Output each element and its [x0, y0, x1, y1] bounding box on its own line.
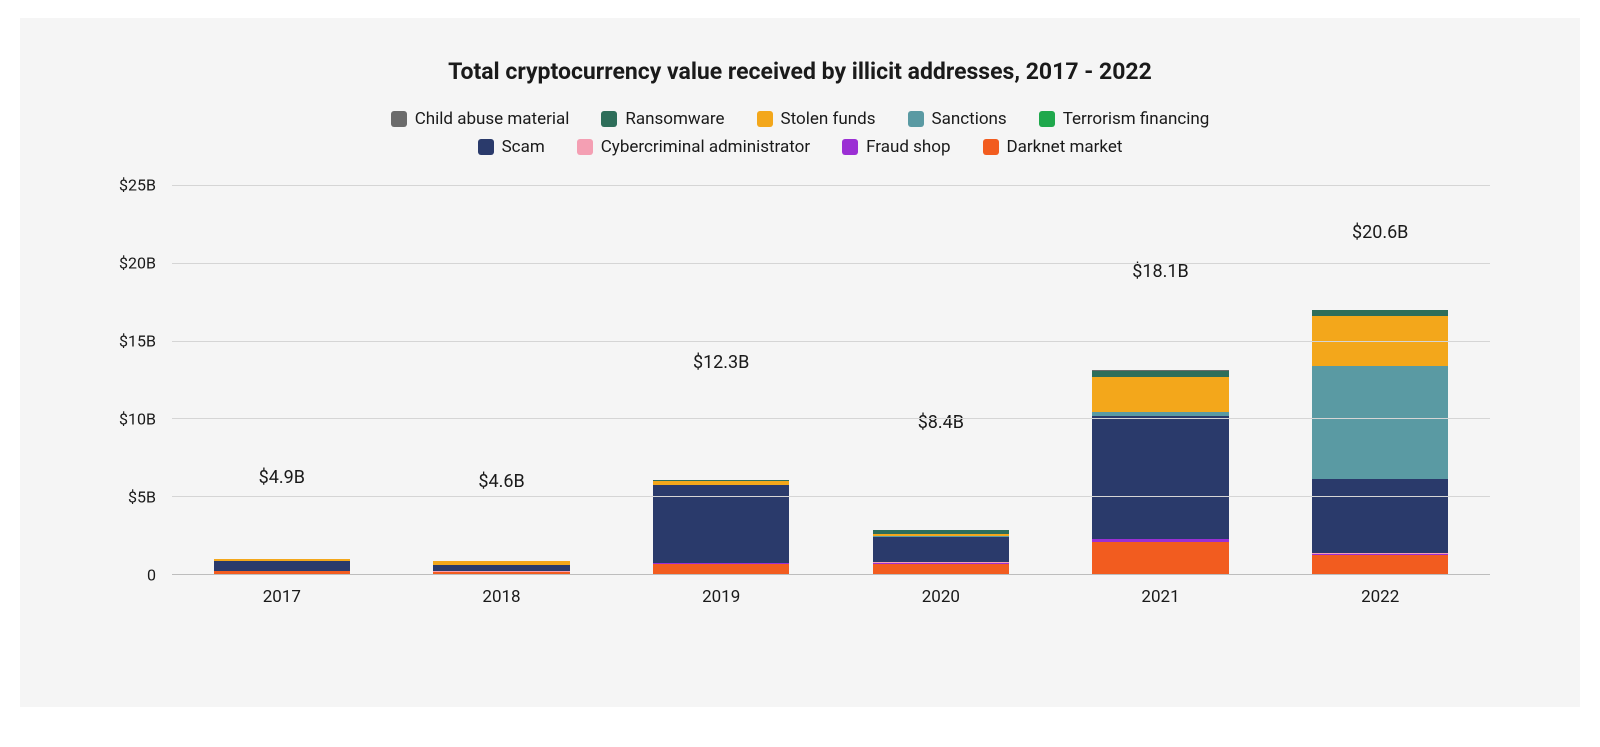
stacked-bar: $18.1B	[1092, 292, 1228, 574]
bar-segment	[1092, 416, 1228, 539]
legend-swatch	[577, 139, 593, 155]
legend-swatch	[601, 111, 617, 127]
chart-title: Total cryptocurrency value received by i…	[100, 58, 1500, 85]
legend-swatch	[478, 139, 494, 155]
legend-swatch	[983, 139, 999, 155]
stacked-bar: $8.4B	[873, 443, 1009, 574]
legend-item: Sanctions	[908, 109, 1007, 129]
bar-total-label: $18.1B	[1132, 261, 1188, 282]
bar-segment	[653, 564, 789, 574]
x-tick-label: 2021	[1051, 575, 1271, 605]
x-tick-label: 2022	[1270, 575, 1490, 605]
bar-segment	[873, 564, 1009, 574]
legend-item: Cybercriminal administrator	[577, 137, 810, 157]
chart-legend: Child abuse material Ransomware Stolen fun…	[100, 109, 1500, 157]
x-axis: 201720182019202020212022	[172, 575, 1490, 605]
legend-swatch	[391, 111, 407, 127]
legend-swatch	[842, 139, 858, 155]
legend-swatch	[1039, 111, 1055, 127]
legend-label: Stolen funds	[781, 109, 876, 129]
legend-label: Darknet market	[1007, 137, 1123, 157]
gridline	[172, 418, 1490, 419]
legend-item: Ransomware	[601, 109, 724, 129]
y-tick-label: $5B	[128, 488, 156, 507]
bar-segment	[873, 537, 1009, 563]
legend-swatch	[757, 111, 773, 127]
bar-segment	[1312, 366, 1448, 479]
chart-plot-wrap: 0$5B$10B$15B$20B$25B $4.9B$4.6B$12.3B$8.…	[100, 185, 1500, 605]
legend-label: Terrorism financing	[1063, 109, 1210, 129]
y-tick-label: $20B	[119, 254, 156, 273]
bar-segment	[1092, 377, 1228, 412]
legend-label: Sanctions	[932, 109, 1007, 129]
y-tick-label: 0	[147, 566, 156, 585]
legend-label: Ransomware	[625, 109, 724, 129]
bar-segment	[214, 571, 350, 574]
bar-total-label: $12.3B	[693, 352, 749, 373]
legend-label: Cybercriminal administrator	[601, 137, 810, 157]
x-tick-label: 2017	[172, 575, 392, 605]
stacked-bar: $4.6B	[433, 502, 569, 574]
y-axis: 0$5B$10B$15B$20B$25B	[100, 185, 164, 575]
legend-item: Terrorism financing	[1039, 109, 1210, 129]
chart-panel: Total cryptocurrency value received by i…	[20, 18, 1580, 707]
bar-slot: $12.3B	[611, 185, 831, 574]
gridline	[172, 341, 1490, 342]
bar-segment	[1092, 371, 1228, 378]
gridline	[172, 496, 1490, 497]
bar-total-label: $20.6B	[1352, 222, 1408, 243]
stacked-bar: $4.9B	[214, 498, 350, 574]
bar-slot: $4.6B	[392, 185, 612, 574]
legend-item: Fraud shop	[842, 137, 950, 157]
bar-segment	[1312, 479, 1448, 553]
bar-total-label: $4.6B	[478, 471, 524, 492]
legend-swatch	[908, 111, 924, 127]
y-tick-label: $25B	[119, 176, 156, 195]
bar-slot: $20.6B	[1270, 185, 1490, 574]
plot-area: $4.9B $4.6B $12.3B $8.4B $18.1B $20.6B	[172, 185, 1490, 575]
gridline	[172, 185, 1490, 186]
stacked-bar: $20.6B	[1312, 253, 1448, 574]
bar-segment	[214, 561, 350, 571]
bar-segment	[433, 572, 569, 574]
x-tick-label: 2020	[831, 575, 1051, 605]
x-tick-label: 2018	[392, 575, 612, 605]
legend-item: Child abuse material	[391, 109, 570, 129]
legend-label: Fraud shop	[866, 137, 950, 157]
y-tick-label: $10B	[119, 410, 156, 429]
x-tick-label: 2019	[611, 575, 831, 605]
y-tick-label: $15B	[119, 332, 156, 351]
legend-item: Stolen funds	[757, 109, 876, 129]
bar-slot: $18.1B	[1051, 185, 1271, 574]
legend-item: Scam	[478, 137, 545, 157]
bar-total-label: $8.4B	[918, 412, 964, 433]
bar-total-label: $4.9B	[259, 467, 305, 488]
legend-label: Child abuse material	[415, 109, 570, 129]
bar-slot: $8.4B	[831, 185, 1051, 574]
bar-segment	[1312, 555, 1448, 574]
legend-item: Darknet market	[983, 137, 1123, 157]
gridline	[172, 263, 1490, 264]
stacked-bar: $12.3B	[653, 383, 789, 574]
bar-segment	[1092, 542, 1228, 574]
bar-slot: $4.9B	[172, 185, 392, 574]
bars-container: $4.9B $4.6B $12.3B $8.4B $18.1B $20.6B	[172, 185, 1490, 574]
legend-label: Scam	[502, 137, 545, 157]
